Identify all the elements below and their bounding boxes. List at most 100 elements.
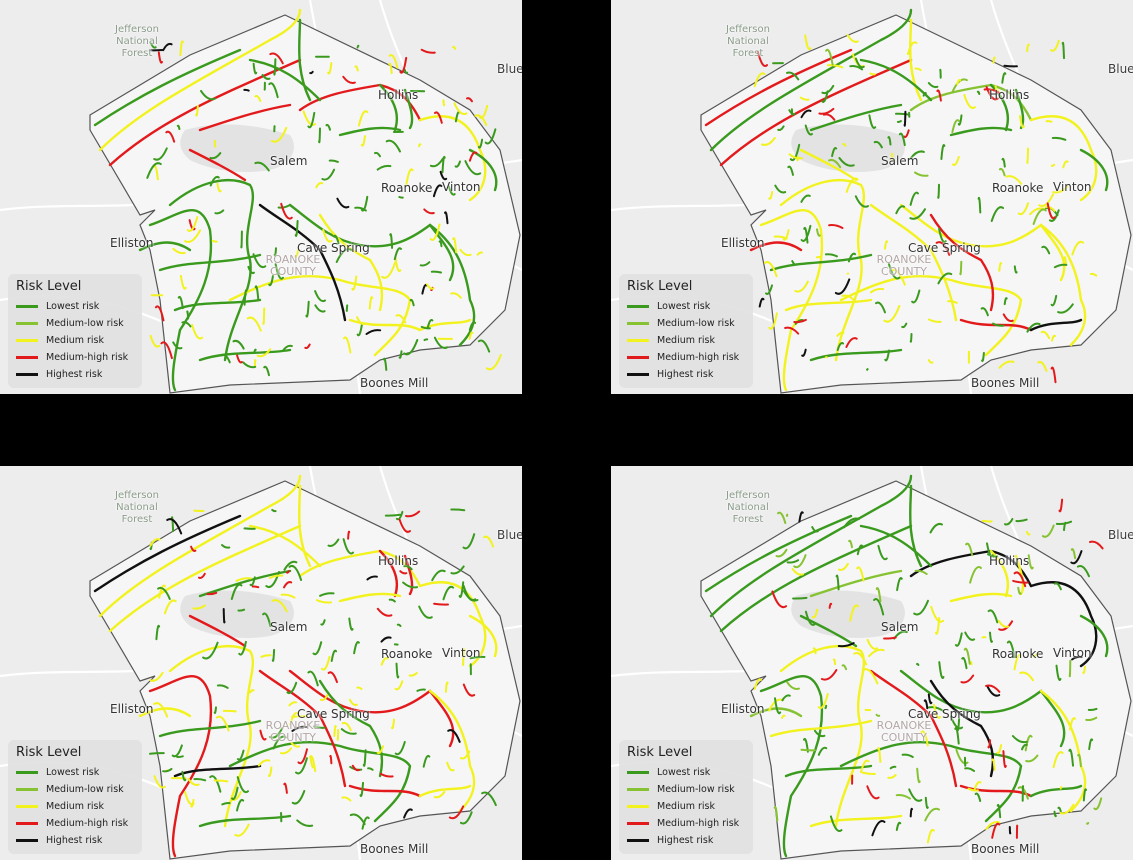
road-branch-75 bbox=[1069, 717, 1076, 731]
road-branch-117 bbox=[283, 581, 293, 589]
road-branch-125 bbox=[908, 788, 923, 802]
map-panel-top-right[interactable]: Jefferson National Forest Blue Hollins S… bbox=[611, 0, 1133, 394]
road-branch-90 bbox=[403, 565, 413, 571]
road-segment-14 bbox=[298, 484, 312, 568]
road-branch-64 bbox=[236, 776, 249, 794]
road-branch-116 bbox=[963, 93, 976, 109]
map-panel-top-left[interactable]: Jefferson National Forest Blue Hollins S… bbox=[0, 0, 522, 394]
road-branch-74 bbox=[351, 275, 358, 291]
road-branch-130 bbox=[215, 715, 230, 732]
road-branch-22 bbox=[987, 739, 992, 749]
road-branch-90 bbox=[1027, 554, 1034, 570]
road-branch-43 bbox=[452, 237, 458, 254]
road-branch-143 bbox=[356, 686, 363, 690]
road-branch-80 bbox=[804, 610, 816, 626]
road-branch-152 bbox=[254, 285, 260, 301]
road-branch-109 bbox=[356, 316, 366, 326]
road-branch-7 bbox=[1051, 334, 1056, 342]
road-branch-105 bbox=[291, 790, 306, 805]
label-blue: Blue bbox=[497, 528, 522, 542]
road-branch-10 bbox=[1006, 640, 1016, 659]
road-branch-134 bbox=[920, 730, 929, 747]
road-branch-83 bbox=[423, 338, 429, 342]
road-branch-105 bbox=[973, 781, 982, 790]
legend-label: Lowest risk bbox=[46, 301, 100, 312]
label-jefferson-national-forest: Jefferson National Forest bbox=[726, 24, 770, 59]
road-branch-26 bbox=[800, 194, 811, 203]
road-branch-142 bbox=[320, 619, 326, 626]
road-branch-87 bbox=[841, 664, 848, 671]
road-branch-106 bbox=[309, 755, 317, 773]
road-branch-76 bbox=[260, 654, 272, 658]
road-branch-148 bbox=[481, 791, 497, 807]
road-branch-12 bbox=[786, 681, 800, 691]
road-branch-46 bbox=[402, 581, 419, 589]
label-blue: Blue bbox=[1108, 528, 1133, 542]
road-branch-106 bbox=[798, 511, 804, 523]
road-branch-61 bbox=[834, 278, 851, 295]
road-branch-117 bbox=[1093, 797, 1103, 811]
label-salem: Salem bbox=[881, 620, 919, 634]
road-branch-42 bbox=[433, 602, 449, 606]
road-segment-0 bbox=[709, 8, 913, 152]
road-branch-113 bbox=[448, 805, 465, 820]
road-branch-145 bbox=[230, 583, 243, 600]
road-branch-63 bbox=[246, 316, 262, 332]
road-branch-91 bbox=[433, 336, 449, 349]
road-branch-65 bbox=[354, 65, 359, 72]
road-branch-117 bbox=[1048, 209, 1060, 222]
road-segment-10 bbox=[1029, 115, 1098, 202]
road-branch-86 bbox=[269, 727, 284, 739]
road-branch-12 bbox=[202, 641, 219, 660]
road-branch-102 bbox=[916, 662, 920, 666]
road-branch-49 bbox=[286, 570, 290, 574]
road-branch-132 bbox=[420, 325, 431, 330]
road-branch-152 bbox=[909, 333, 913, 343]
legend-item-medium-high-risk: Medium-high risk bbox=[627, 815, 745, 832]
road-branch-68 bbox=[395, 662, 400, 679]
road-branch-70 bbox=[964, 631, 976, 641]
road-branch-27 bbox=[869, 287, 885, 294]
road-branch-37 bbox=[172, 247, 186, 255]
road-branch-45 bbox=[222, 608, 226, 624]
label-blue: Blue bbox=[1108, 62, 1133, 76]
road-branch-15 bbox=[290, 742, 301, 748]
road-branch-8 bbox=[209, 152, 222, 160]
road-branch-118 bbox=[235, 577, 252, 582]
road-branch-13 bbox=[438, 240, 443, 248]
road-branch-91 bbox=[450, 508, 466, 512]
road-segment-4 bbox=[148, 209, 213, 392]
map-panel-bottom-right[interactable]: Jefferson National Forest Blue Hollins S… bbox=[611, 466, 1133, 860]
road-branch-55 bbox=[186, 310, 190, 320]
road-branch-130 bbox=[321, 168, 336, 181]
road-branch-58 bbox=[940, 144, 946, 160]
road-branch-92 bbox=[398, 518, 411, 533]
road-segment-22 bbox=[248, 58, 322, 102]
road-branch-29 bbox=[466, 97, 473, 103]
legend-label: Medium risk bbox=[657, 801, 716, 812]
road-branch-35 bbox=[771, 590, 788, 609]
map-panel-bottom-left[interactable]: Jefferson National Forest Blue Hollins S… bbox=[0, 466, 522, 860]
road-branch-95 bbox=[382, 357, 388, 371]
road-branch-74 bbox=[319, 694, 329, 702]
road-branch-48 bbox=[998, 620, 1014, 631]
road-branch-148 bbox=[987, 609, 999, 624]
road-branch-22 bbox=[419, 261, 431, 267]
road-branch-134 bbox=[236, 798, 245, 812]
road-branch-9 bbox=[190, 798, 195, 808]
road-segment-0 bbox=[709, 474, 913, 618]
road-branch-61 bbox=[291, 725, 308, 732]
legend-swatch bbox=[627, 322, 649, 325]
road-branch-38 bbox=[1045, 120, 1053, 123]
road-branch-131 bbox=[1017, 202, 1030, 216]
road-branch-152 bbox=[895, 821, 902, 831]
road-segment-16 bbox=[784, 298, 873, 312]
road-branch-43 bbox=[930, 605, 945, 623]
road-segment-2 bbox=[93, 514, 242, 593]
road-segment-10 bbox=[418, 581, 487, 668]
road-branch-104 bbox=[446, 761, 455, 772]
road-branch-1 bbox=[873, 140, 883, 149]
road-branch-9 bbox=[305, 300, 310, 318]
road-branch-146 bbox=[405, 168, 414, 186]
road-branch-60 bbox=[928, 318, 942, 323]
